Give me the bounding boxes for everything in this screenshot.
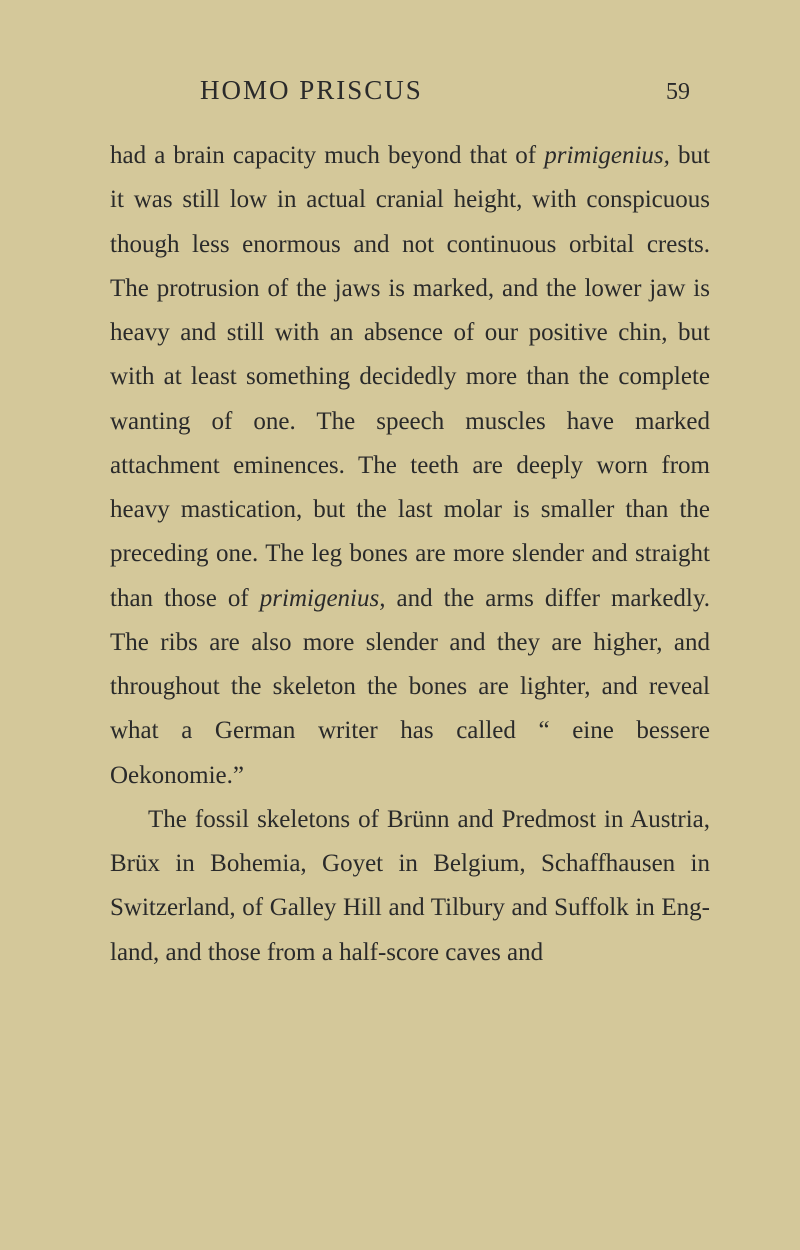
paragraph-2: The fossil skeletons of Brünn and Pred­m… bbox=[110, 798, 710, 975]
page-number: 59 bbox=[666, 79, 690, 106]
p1-italic-1: primigenius, bbox=[544, 142, 670, 169]
paragraph-1: had a brain capacity much beyond that of… bbox=[110, 134, 710, 798]
header-title: HOMO PRISCUS bbox=[200, 75, 423, 106]
p1-italic-2: primigenius, bbox=[260, 585, 386, 612]
body-text: had a brain capacity much beyond that of… bbox=[110, 134, 710, 975]
p1-text-3: and the arms differ markedly. The ribs a… bbox=[110, 585, 710, 789]
p1-text-1: had a brain capacity much beyond that of bbox=[110, 142, 544, 169]
p1-text-2: but it was still low in actual cranial h… bbox=[110, 142, 710, 612]
page-header: HOMO PRISCUS 59 bbox=[110, 75, 710, 106]
